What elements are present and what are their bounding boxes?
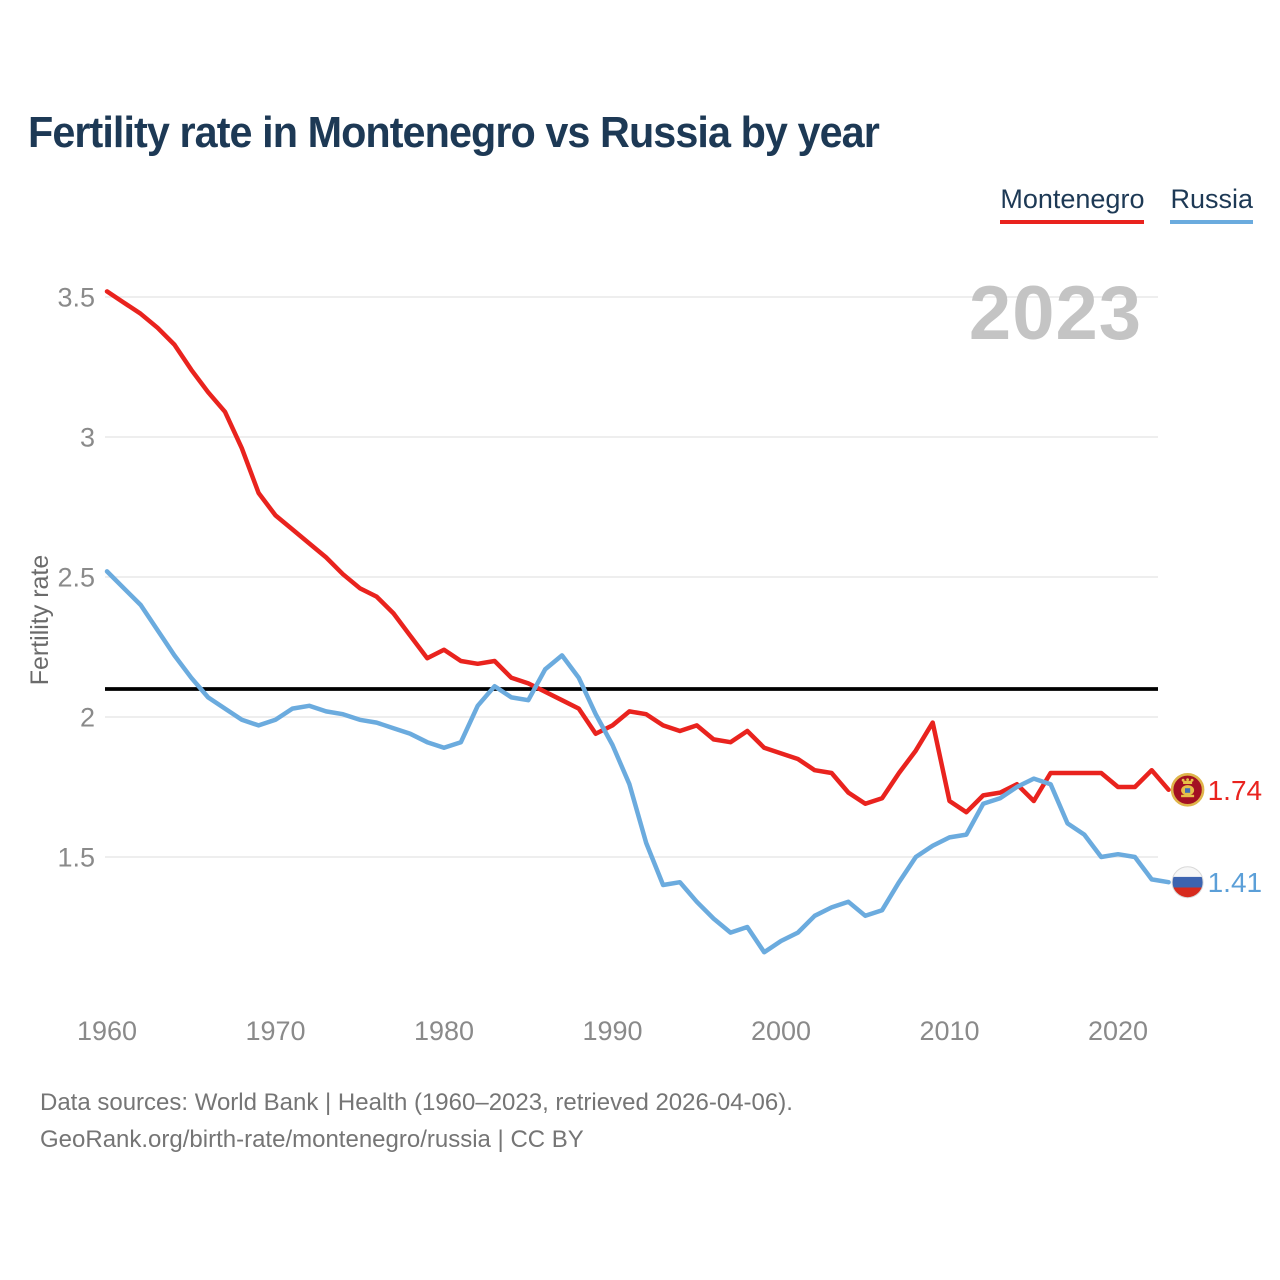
legend: Montenegro Russia — [1000, 184, 1253, 224]
data-lines — [104, 289, 1171, 955]
x-axis-tick-label: 2020 — [1088, 1016, 1148, 1046]
x-axis-tick-label: 1970 — [245, 1016, 305, 1046]
y-axis-title: Fertility rate — [26, 555, 54, 686]
page-title: Fertility rate in Montenegro vs Russia b… — [28, 108, 880, 157]
source-line-1: Data sources: World Bank | Health (1960–… — [40, 1089, 793, 1116]
source-line-2: GeoRank.org/birth-rate/montenegro/russia… — [40, 1126, 584, 1153]
russia-line[interactable] — [104, 569, 1171, 955]
x-axis-tick-label: 2010 — [919, 1016, 979, 1046]
x-axis-tick-label: 1990 — [582, 1016, 642, 1046]
data-source-note: Data sources: World Bank | Health (1960–… — [40, 1084, 793, 1158]
x-axis-tick-label: 2000 — [751, 1016, 811, 1046]
gridlines — [105, 296, 1158, 858]
x-axis-tick-label: 1980 — [414, 1016, 474, 1046]
russia-flag-icon — [1171, 866, 1204, 899]
montenegro-line[interactable] — [104, 289, 1171, 815]
y-axis-tick-label: 1.5 — [57, 843, 95, 873]
axis-tick-labels: 3.5 3 2.5 2 1.5 1960 1970 1980 1990 2000 2010 2020 — [57, 283, 1148, 1047]
x-axis-tick-label: 1960 — [77, 1016, 137, 1046]
montenegro-flag-icon — [1170, 772, 1205, 807]
year-watermark: 2023 — [968, 271, 1142, 356]
legend-item-montenegro[interactable]: Montenegro — [1000, 184, 1145, 224]
y-axis-tick-label: 2.5 — [57, 563, 95, 593]
y-axis-tick-label: 3.5 — [57, 283, 95, 313]
montenegro-end-value: 1.74 — [1208, 775, 1263, 806]
y-axis-tick-label: 2 — [80, 703, 95, 733]
y-axis-tick-label: 3 — [80, 423, 95, 453]
russia-end-value: 1.41 — [1208, 867, 1263, 898]
legend-item-russia[interactable]: Russia — [1170, 184, 1253, 224]
